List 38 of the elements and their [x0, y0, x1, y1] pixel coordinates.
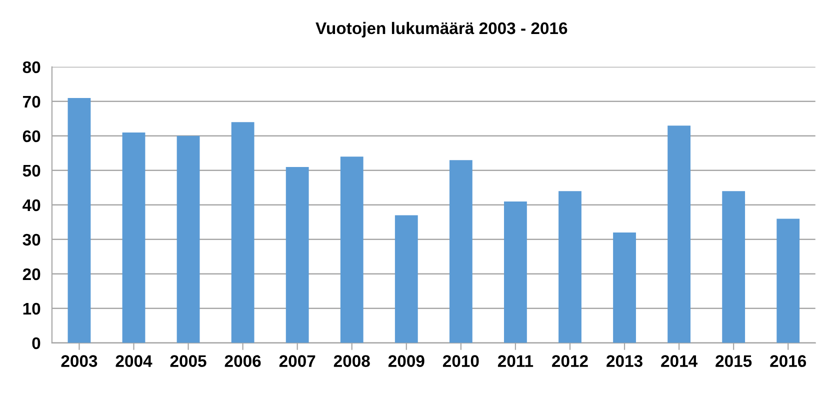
- bar: [231, 122, 254, 343]
- y-tick-label: 10: [23, 302, 40, 315]
- bar: [68, 98, 91, 343]
- y-tick-label: 0: [32, 337, 40, 350]
- x-tick-label: 2006: [224, 355, 261, 367]
- bar: [340, 156, 364, 343]
- chart-title: Vuotojen lukumäärä 2003 - 2016: [316, 22, 568, 38]
- bar: [558, 191, 582, 343]
- x-tick-label: 2005: [170, 355, 206, 367]
- x-tick-label: 2003: [61, 355, 98, 368]
- x-tick-label: 2009: [388, 355, 424, 367]
- x-tick-label: 2016: [770, 355, 806, 367]
- x-tick-label: 2013: [606, 355, 642, 368]
- bar: [449, 160, 472, 343]
- bar: [776, 218, 800, 343]
- x-tick-label: 2008: [334, 355, 370, 367]
- y-tick-label: 60: [22, 130, 40, 142]
- bar: [668, 126, 690, 343]
- y-tick-label: 80: [22, 61, 40, 74]
- y-tick-label: 30: [22, 234, 40, 246]
- x-tick-label: 2004: [116, 355, 152, 367]
- y-tick-label: 20: [22, 268, 40, 280]
- bar: [394, 215, 418, 343]
- bar: [504, 201, 527, 343]
- x-tick-label: 2011: [498, 355, 534, 367]
- bar: [176, 136, 200, 343]
- x-tick-label: 2007: [279, 355, 316, 367]
- bar: [286, 166, 309, 343]
- y-tick-label: 70: [23, 96, 40, 108]
- x-tick-label: 2012: [552, 355, 588, 367]
- x-tick-label: 2010: [442, 355, 479, 367]
- y-tick-label: 40: [22, 199, 40, 212]
- y-tick-label: 50: [22, 164, 40, 177]
- bar: [613, 232, 636, 343]
- bar: [122, 132, 146, 343]
- x-tick-label: 2015: [716, 355, 752, 367]
- x-tick-label: 2014: [661, 355, 698, 367]
- bar: [722, 191, 746, 343]
